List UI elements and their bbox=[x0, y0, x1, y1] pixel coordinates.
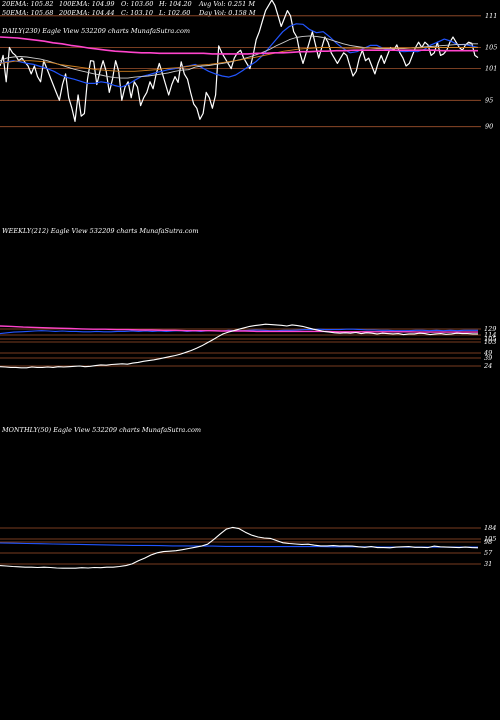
daily-y-tick: 111 bbox=[485, 12, 497, 20]
low-stat: L: 102.60 bbox=[159, 9, 191, 17]
daily-y-tick: 105 bbox=[485, 44, 497, 52]
monthly-panel: MONTHLY(50) Eagle View 532209 charts Mun… bbox=[0, 426, 496, 569]
monthly-y-tick: 105 bbox=[484, 535, 496, 543]
monthly-y-tick: 31 bbox=[484, 560, 492, 568]
ema20-stat: 20EMA: 105.82 bbox=[2, 0, 54, 8]
weekly-panel: WEEKLY(212) Eagle View 532209 charts Mun… bbox=[0, 227, 496, 370]
weekly-y-tick: 39 bbox=[484, 354, 492, 362]
weekly-y-tick: 129 bbox=[484, 325, 496, 333]
monthly-y-tick: 98 bbox=[484, 538, 492, 546]
high-stat: H: 104.20 bbox=[159, 0, 192, 8]
weekly-y-tick: 105 bbox=[484, 335, 496, 343]
open-stat: O: 103.60 bbox=[121, 0, 154, 8]
close-stat: C: 103.10 bbox=[121, 9, 153, 17]
monthly-y-tick: 184 bbox=[484, 524, 496, 532]
day-vol-stat: Day Vol: 0.158 M bbox=[199, 9, 256, 17]
daily-ema-50-line bbox=[0, 35, 478, 79]
monthly-y-tick: 57 bbox=[484, 549, 493, 557]
weekly-price-line bbox=[0, 323, 478, 369]
ema200-stat: 200EMA: 104.44 bbox=[59, 9, 115, 17]
weekly-y-tick: 24 bbox=[483, 362, 492, 370]
header-row-1: 20EMA: 105.82 100EMA: 104.99 O: 103.60 H… bbox=[2, 0, 255, 9]
weekly-ema-slow-line bbox=[0, 325, 478, 333]
daily-panel: DAILY(230) Eagle View 532209 charts Muna… bbox=[0, 0, 497, 131]
monthly-price-line bbox=[0, 526, 479, 569]
ema100-stat: 100EMA: 104.99 bbox=[59, 0, 115, 8]
daily-panel-title: DAILY(230) Eagle View 532209 charts Muna… bbox=[1, 27, 190, 35]
daily-price-line bbox=[0, 0, 479, 123]
daily-y-tick: 90 bbox=[485, 123, 493, 131]
daily-y-tick: 101 bbox=[485, 65, 497, 73]
weekly-y-tick: 103 bbox=[484, 338, 496, 346]
weekly-panel-title: WEEKLY(212) Eagle View 532209 charts Mun… bbox=[2, 227, 199, 235]
daily-ema-200-line bbox=[0, 36, 478, 55]
daily-y-tick: 95 bbox=[485, 96, 493, 104]
weekly-y-tick: 114 bbox=[484, 331, 496, 339]
weekly-y-tick: 49 bbox=[483, 349, 492, 357]
monthly-panel-title: MONTHLY(50) Eagle View 532209 charts Mun… bbox=[1, 426, 201, 434]
daily-ema-100-line bbox=[0, 47, 478, 72]
avg-vol-stat: Avg Vol: 0.251 M bbox=[199, 0, 256, 8]
header-row-2: 50EMA: 105.68 200EMA: 104.44 C: 103.10 L… bbox=[2, 9, 256, 18]
ema50-stat: 50EMA: 105.68 bbox=[2, 9, 54, 17]
